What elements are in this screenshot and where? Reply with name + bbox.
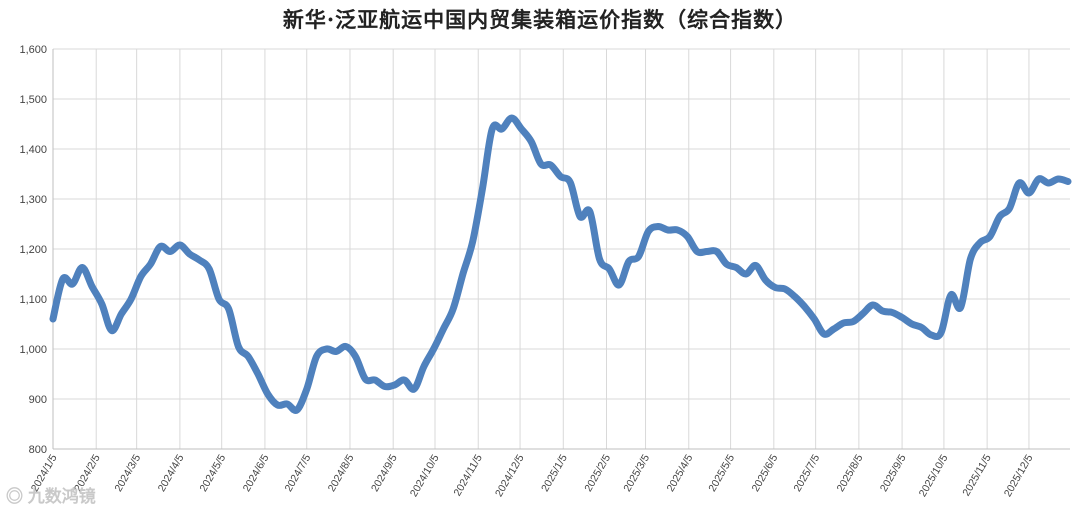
y-tick-label: 1,400 [19,144,47,156]
watermark-logo: ◎ 九数鸿镜 [6,482,96,507]
watermark-icon: ◎ [6,487,28,506]
x-tick-label: 2025/3/5 [621,452,652,494]
x-tick-label: 2024/12/5 [493,452,527,499]
x-tick-label: 2024/11/5 [451,452,484,498]
x-tick-label: 2025/1/5 [539,452,570,494]
x-tick-label: 2025/6/5 [750,452,781,494]
chart-title: 新华·泛亚航运中国内贸集装箱运价指数（综合指数） [282,7,798,32]
y-tick-label: 1,600 [19,44,47,56]
x-tick-label: 2025/9/5 [878,452,909,494]
x-tick-label: 2025/8/5 [835,452,866,494]
y-tick-label: 1,200 [19,244,47,256]
y-axis-ticks: 800 900 1,000 1,100 1,200 1,300 1,400 1,500 1,60… [19,44,47,456]
x-tick-label: 2025/2/5 [582,452,613,494]
y-tick-label: 1,100 [19,294,47,306]
x-tick-label: 2024/10/5 [408,452,442,499]
y-tick-label: 1,300 [19,194,47,206]
x-tick-label: 2024/7/5 [283,452,314,494]
horizontal-gridlines [52,48,1070,450]
x-tick-label: 2024/8/5 [326,452,357,494]
x-tick-label: 2025/12/5 [1002,452,1036,499]
x-tick-label: 2024/4/5 [156,452,187,494]
x-tick-label: 2025/4/5 [665,452,696,494]
series-line [49,114,1072,414]
y-tick-label: 1,000 [19,344,47,356]
x-tick-label: 2024/9/5 [369,452,400,494]
x-tick-label: 2025/10/5 [917,452,951,499]
y-tick-label: 1,500 [19,94,47,106]
x-tick-label: 2025/7/5 [791,452,822,494]
x-tick-label: 2024/3/5 [112,452,143,494]
x-tick-label: 2024/5/5 [197,452,228,494]
x-tick-label: 2025/11/5 [960,452,993,498]
x-axis-ticks: 2024/1/5 2024/2/5 2024/3/5 2024/4/5 2024/5/5… [29,452,1036,499]
series-group [49,114,1072,414]
y-tick-label: 800 [29,444,47,456]
x-tick-label: 2025/5/5 [706,452,737,494]
watermark-text: 九数鸿镜 [27,487,96,506]
x-tick-label: 2024/6/5 [241,452,272,494]
y-tick-label: 900 [29,394,47,406]
